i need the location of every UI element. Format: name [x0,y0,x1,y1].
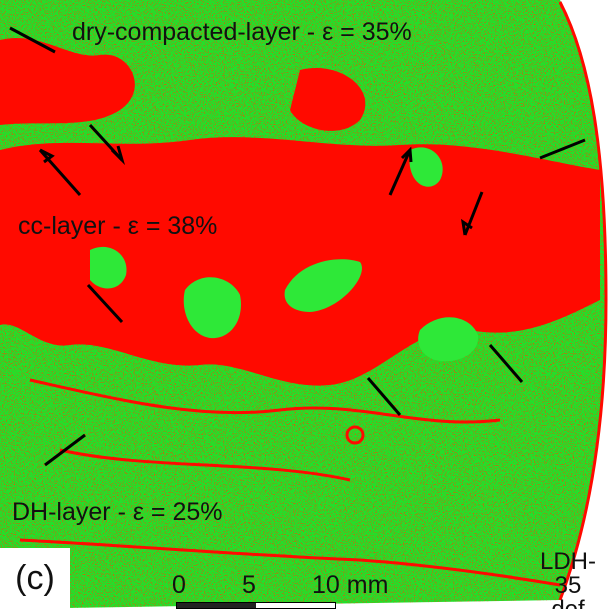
sample-id-line2: def [528,598,608,609]
pointer-marks [9,26,586,467]
sample-id: LDH-35 def [528,550,608,609]
scale-bar-dark-segment [177,603,256,608]
grain-upper [409,147,443,187]
grain-right [418,317,479,362]
grain-elongated [284,259,362,312]
grain-large [183,277,241,339]
scale-tick-0: 0 [172,571,186,599]
lower-pore-seams [19,378,561,587]
round-pore [345,425,365,445]
upper-pore-patch [0,37,135,126]
panel-label: (c) [0,548,70,609]
dry-compacted-layer-label: dry-compacted-layer - ε = 35% [72,18,412,46]
sample-boundary [558,1,608,601]
sample-id-line1: LDH-35 [539,548,596,599]
scale-tick-5: 5 [242,571,256,599]
scale-bar-light-segment [256,603,335,608]
scale-tick-10: 10 mm [312,571,389,599]
scale-bar [176,602,336,609]
grain-left [90,246,127,289]
upper-pore-patch-2 [290,68,366,131]
cc-layer-label: cc-layer - ε = 38% [18,212,218,240]
dh-layer-label: DH-layer - ε = 25% [12,498,223,526]
